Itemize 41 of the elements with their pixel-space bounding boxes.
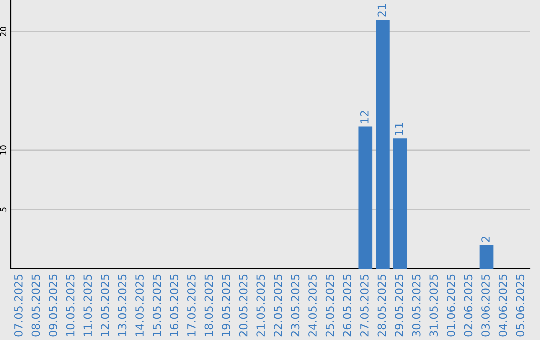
x-tick-label: 01.06.2025 xyxy=(446,274,456,337)
x-tick-label: 28.05.2025 xyxy=(378,274,386,337)
x-tick-label: 02.06.2025 xyxy=(464,274,473,337)
x-tick-label: 29.05.2025 xyxy=(395,274,404,337)
x-tick-label: 26.05.2025 xyxy=(343,274,352,337)
y-tick-label: 10 xyxy=(0,146,7,155)
x-tick-label: 15.05.2025 xyxy=(152,274,162,336)
x-tick-label: 10.05.2025 xyxy=(66,274,75,336)
bar xyxy=(480,245,494,269)
x-tick-label: 11.05.2025 xyxy=(84,274,92,336)
data-label: 21 xyxy=(378,4,386,17)
y-tick-label: 20 xyxy=(0,27,7,37)
x-tick-label: 31.05.2025 xyxy=(430,274,438,337)
x-tick-label: 04.06.2025 xyxy=(498,274,508,337)
x-tick-label: 22.05.2025 xyxy=(274,274,282,337)
x-tick-label: 25.05.2025 xyxy=(326,274,334,337)
x-tick-label: 21.05.2025 xyxy=(256,274,266,337)
x-tick-label: 08.05.2025 xyxy=(32,274,40,337)
y-tick-label: 5 xyxy=(0,208,7,212)
x-tick-label: 18.05.2025 xyxy=(204,274,214,336)
x-tick-label: 17.05.2025 xyxy=(187,274,196,336)
x-tick-label: 27.05.2025 xyxy=(360,274,369,337)
bar xyxy=(376,20,390,269)
x-tick-label: 30.05.2025 xyxy=(412,274,421,337)
x-tick-label: 07.05.2025 xyxy=(14,274,23,337)
x-tick-label: 09.05.2025 xyxy=(49,274,58,337)
x-tick-label: 23.05.2025 xyxy=(291,274,300,337)
x-tick-label: 24.05.2025 xyxy=(308,274,317,337)
data-label: 11 xyxy=(395,123,404,135)
x-tick-label: 16.05.2025 xyxy=(170,274,179,336)
x-tick-label: 14.05.2025 xyxy=(136,274,144,336)
x-tick-label: 12.05.2025 xyxy=(100,274,110,336)
bar xyxy=(393,138,408,269)
x-tick-label: 03.06.2025 xyxy=(482,274,490,337)
x-tick-label: 20.05.2025 xyxy=(239,274,248,337)
bar xyxy=(358,126,373,269)
x-tick-label: 13.05.2025 xyxy=(118,274,127,336)
data-label: 2 xyxy=(482,236,490,242)
data-label: 12 xyxy=(360,111,369,124)
x-tick-label: 05.06.2025 xyxy=(516,274,525,337)
x-tick-label: 19.05.2025 xyxy=(222,274,230,336)
